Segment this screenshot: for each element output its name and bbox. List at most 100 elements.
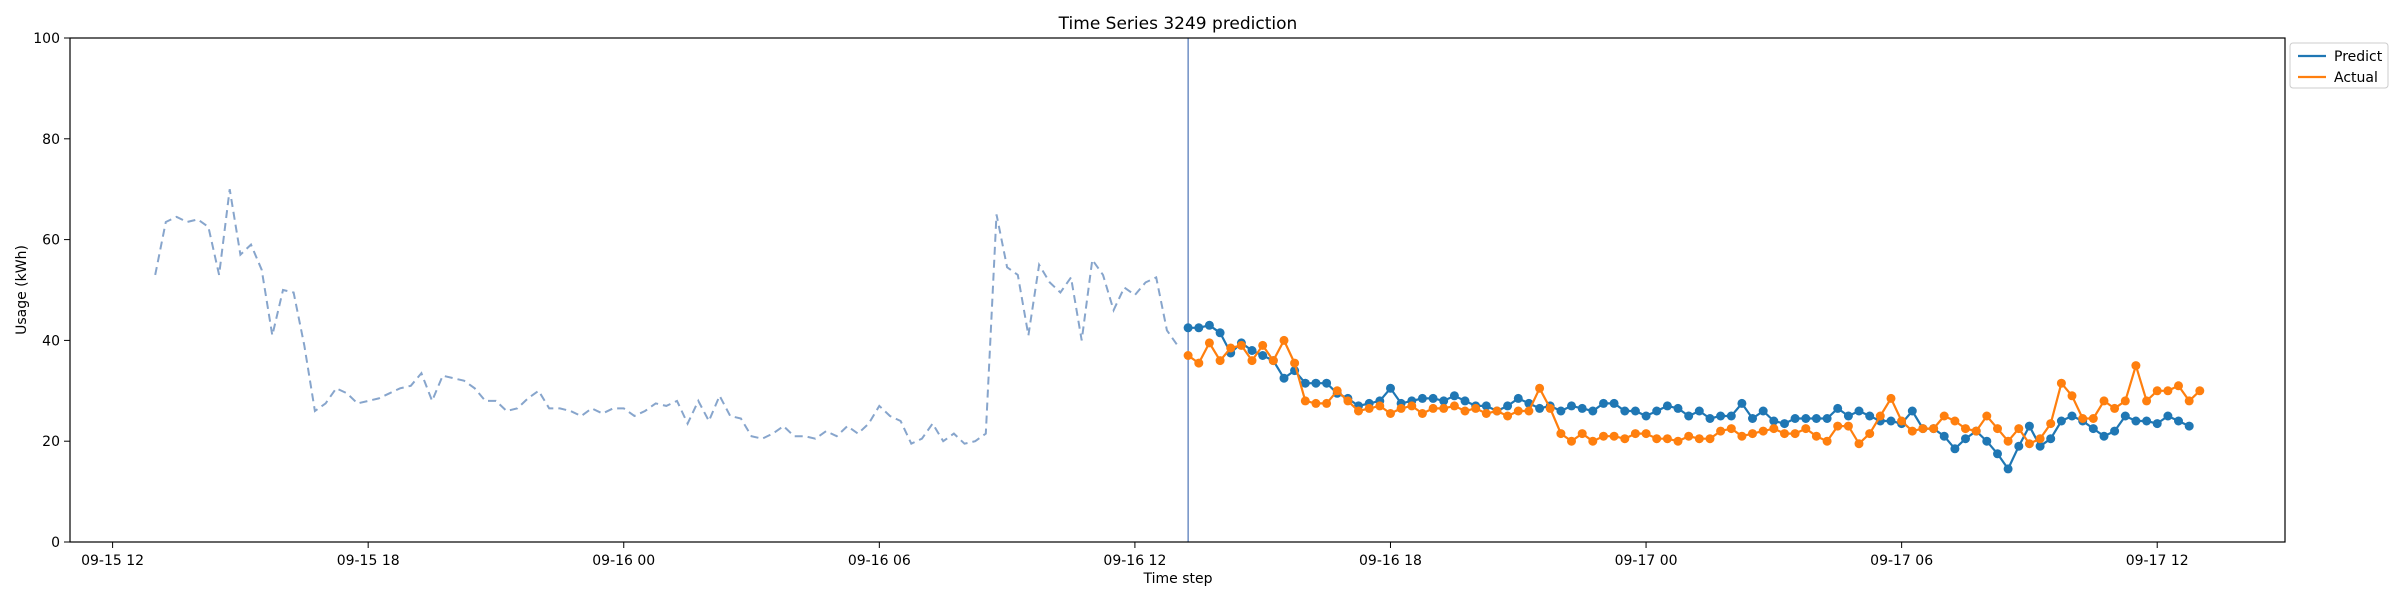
y-tick-label: 100	[33, 31, 60, 47]
actual-point	[1428, 403, 1438, 413]
actual-point	[1684, 431, 1694, 441]
predict-point	[1279, 373, 1289, 383]
predict-point	[2163, 411, 2173, 421]
x-tick-label: 09-17 06	[1870, 553, 1933, 569]
predict-point	[1630, 406, 1640, 416]
actual-point	[1290, 358, 1300, 368]
predict-point	[1641, 411, 1651, 421]
predict-point	[1854, 406, 1864, 416]
predict-point	[2152, 419, 2162, 429]
actual-point	[2152, 386, 2162, 396]
predict-point	[1258, 351, 1268, 360]
chart-title: Time Series 3249 prediction	[1058, 14, 1298, 34]
predict-point	[1599, 398, 1608, 408]
actual-point	[1758, 426, 1768, 436]
actual-point	[1950, 416, 1960, 426]
predict-point	[1780, 419, 1789, 429]
y-axis-title: Usage (kWh)	[14, 245, 30, 335]
actual-point	[1577, 429, 1587, 439]
x-tick-label: 09-17 12	[2126, 553, 2189, 569]
actual-point	[1694, 434, 1704, 444]
actual-point	[1481, 409, 1491, 418]
actual-point	[1545, 403, 1555, 413]
actual-point	[1535, 383, 1545, 393]
actual-point	[1215, 356, 1225, 366]
history-line	[154, 189, 1179, 446]
actual-point	[1322, 398, 1332, 408]
actual-point	[2035, 434, 2045, 444]
legend-label-predict: Predict	[2334, 49, 2383, 65]
actual-point	[1364, 403, 1374, 413]
predict-point	[1907, 406, 1917, 416]
x-tick-label: 09-16 00	[592, 553, 655, 569]
actual-point	[1790, 429, 1800, 439]
actual-point	[1961, 424, 1970, 434]
x-tick-label: 09-16 12	[1103, 553, 1166, 569]
actual-point	[2024, 439, 2034, 449]
actual-point	[1726, 424, 1736, 434]
actual-point	[1226, 343, 1236, 353]
predict-point	[1503, 401, 1513, 411]
predict-point	[1982, 436, 1992, 446]
predict-point	[1705, 414, 1715, 423]
actual-point	[1833, 421, 1843, 431]
predict-point	[1386, 383, 1395, 393]
actual-point	[1460, 406, 1470, 416]
actual-point	[2003, 436, 2013, 446]
y-tick-label: 80	[42, 132, 60, 148]
actual-point	[1204, 338, 1214, 348]
actual-point	[1300, 396, 1310, 406]
predict-point	[1822, 414, 1832, 423]
actual-point	[1854, 439, 1864, 449]
actual-point	[1801, 424, 1811, 434]
actual-point	[2078, 414, 2088, 423]
predict-point	[1769, 416, 1779, 426]
plot-layer	[154, 38, 2205, 542]
actual-point	[1716, 426, 1726, 436]
predict-point	[1694, 406, 1704, 416]
predict-point	[1726, 411, 1736, 421]
predict-point	[1662, 401, 1672, 411]
actual-point	[1748, 429, 1757, 439]
plot-frame	[69, 37, 2286, 543]
actual-point	[1641, 429, 1651, 439]
predict-point	[1801, 414, 1811, 423]
actual-point	[1662, 434, 1672, 444]
actual-point	[1780, 429, 1789, 439]
actual-point	[2195, 386, 2205, 396]
predict-point	[1609, 398, 1619, 408]
actual-point	[1918, 424, 1928, 434]
predict-point	[2142, 416, 2152, 426]
actual-point	[2088, 414, 2098, 423]
x-tick-label: 09-16 18	[1359, 553, 1422, 569]
actual-point	[1407, 401, 1417, 411]
predict-point	[1865, 411, 1875, 421]
actual-point	[2067, 391, 2077, 401]
predict-point	[1513, 393, 1523, 403]
predict-point	[1673, 403, 1683, 413]
actual-point	[1343, 396, 1353, 406]
actual-point	[2163, 386, 2173, 396]
actual-point	[1769, 424, 1779, 434]
actual-point	[1354, 406, 1363, 416]
actual-point	[2099, 396, 2109, 406]
predict-point	[1939, 431, 1949, 441]
predict-point	[1950, 444, 1960, 454]
axes-layer: 0 20 40 60 80 100 09-15 12 09-15 18 09-16 00 09-1…	[33, 31, 2286, 569]
actual-point	[1630, 429, 1640, 439]
actual-point	[1865, 429, 1875, 439]
actual-point	[2120, 396, 2130, 406]
actual-point	[1236, 340, 1246, 350]
predict-point	[1428, 393, 1438, 403]
predict-point	[2174, 416, 2183, 426]
predict-point	[2099, 431, 2109, 441]
x-axis-title: Time step	[1143, 571, 1213, 587]
actual-point	[1567, 436, 1576, 446]
predict-point	[1204, 320, 1214, 330]
predict-point	[1300, 378, 1310, 388]
actual-point	[2131, 361, 2141, 371]
predict-point	[1567, 401, 1576, 411]
actual-point	[1599, 431, 1608, 441]
